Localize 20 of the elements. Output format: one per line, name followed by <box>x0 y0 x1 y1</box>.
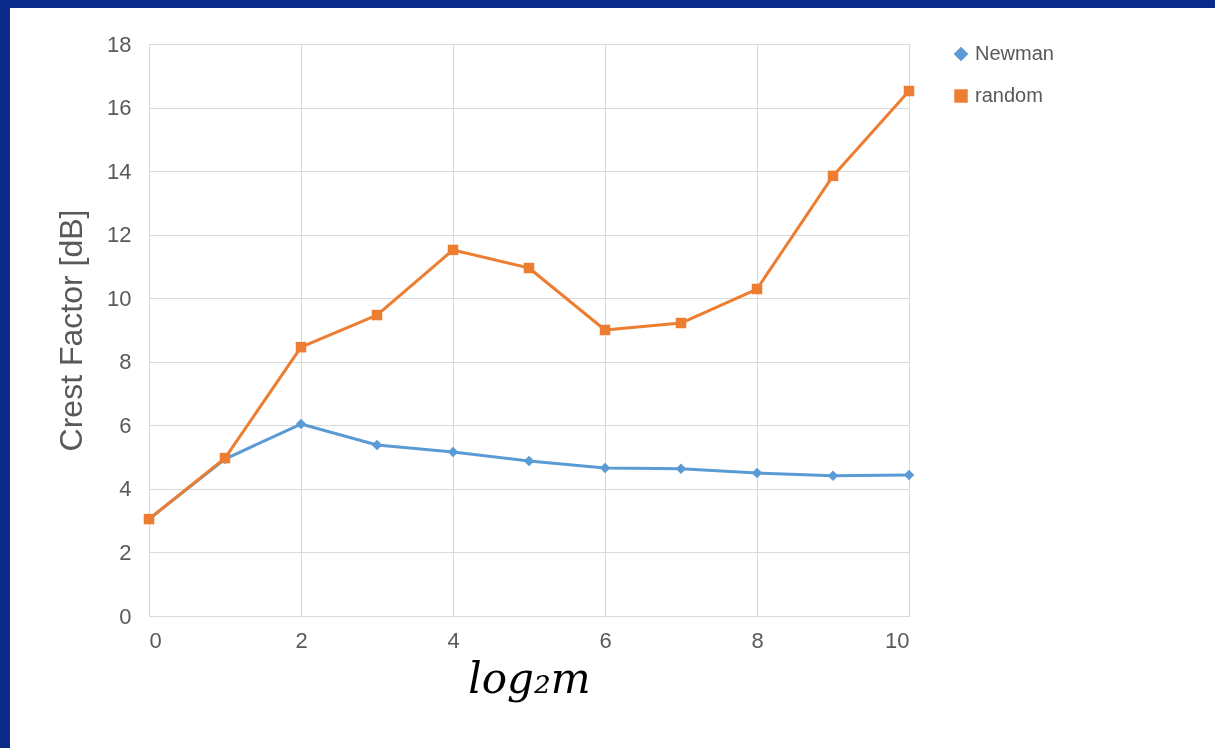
y-tick-label: 18 <box>107 31 132 57</box>
legend-label: Newman <box>975 42 1054 64</box>
y-tick-label: 10 <box>107 285 132 311</box>
y-tick-label: 6 <box>119 412 132 438</box>
x-tick-label: 2 <box>295 627 308 653</box>
y-tick-label: 12 <box>107 222 132 248</box>
legend-label: random <box>975 84 1043 106</box>
y-tick-label: 0 <box>119 603 132 629</box>
y-tick-label: 16 <box>107 95 132 121</box>
x-tick-label: 10 <box>885 627 910 653</box>
x-tick-label: 0 <box>149 627 162 653</box>
x-axis-title: log₂m <box>468 653 591 703</box>
y-tick-label: 4 <box>119 476 132 502</box>
y-tick-label: 14 <box>107 158 132 184</box>
y-tick-label: 2 <box>119 539 132 565</box>
x-tick-label: 8 <box>751 627 764 653</box>
x-tick-label: 6 <box>599 627 612 653</box>
y-axis-title: Crest Factor [dB] <box>53 209 90 452</box>
y-tick-label: 8 <box>119 349 132 375</box>
x-tick-label: 4 <box>447 627 460 653</box>
